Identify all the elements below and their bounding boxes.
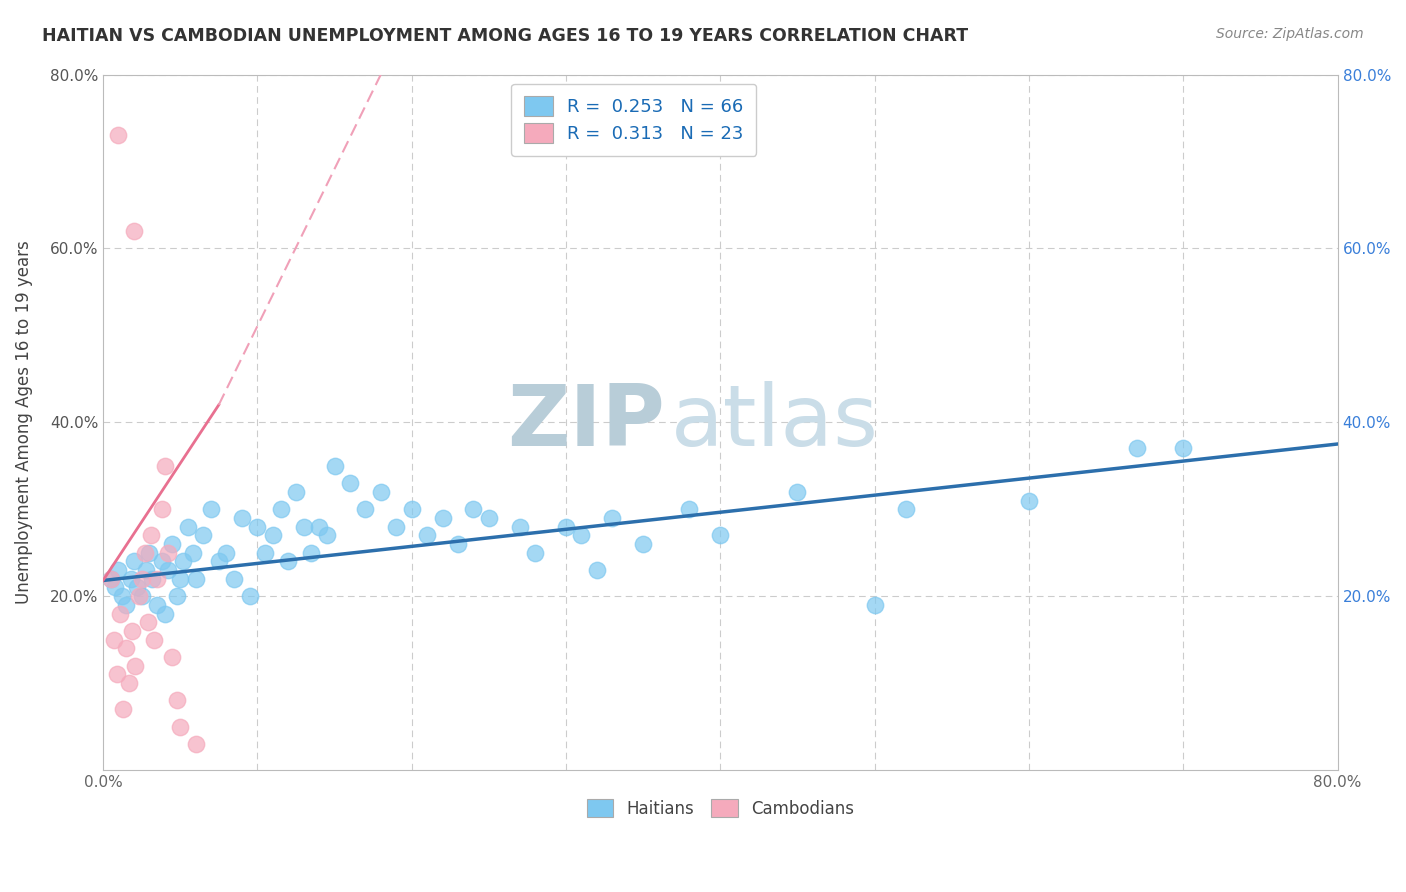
Point <box>631 537 654 551</box>
Point <box>224 572 246 586</box>
Point <box>122 554 145 568</box>
Point <box>104 581 127 595</box>
Point <box>172 554 194 568</box>
Point <box>128 589 150 603</box>
Point <box>894 502 917 516</box>
Point <box>177 519 200 533</box>
Point <box>136 615 159 630</box>
Point <box>146 598 169 612</box>
Point <box>135 563 157 577</box>
Point <box>162 650 184 665</box>
Point <box>108 607 131 621</box>
Point <box>586 563 609 577</box>
Point <box>156 546 179 560</box>
Point <box>354 502 377 516</box>
Point <box>401 502 423 516</box>
Point <box>299 546 322 560</box>
Point <box>121 624 143 638</box>
Point <box>150 554 173 568</box>
Point <box>463 502 485 516</box>
Point <box>115 598 138 612</box>
Point <box>181 546 204 560</box>
Point <box>277 554 299 568</box>
Y-axis label: Unemployment Among Ages 16 to 19 years: Unemployment Among Ages 16 to 19 years <box>15 240 32 604</box>
Point <box>166 693 188 707</box>
Point <box>166 589 188 603</box>
Point <box>131 589 153 603</box>
Point <box>120 572 142 586</box>
Point <box>124 658 146 673</box>
Point <box>231 511 253 525</box>
Point <box>118 676 141 690</box>
Point <box>786 484 808 499</box>
Point <box>709 528 731 542</box>
Point <box>678 502 700 516</box>
Point <box>169 719 191 733</box>
Point <box>339 476 361 491</box>
Point <box>571 528 593 542</box>
Point <box>478 511 501 525</box>
Point <box>308 519 330 533</box>
Point <box>323 458 346 473</box>
Point <box>239 589 262 603</box>
Point <box>138 546 160 560</box>
Legend: Haitians, Cambodians: Haitians, Cambodians <box>579 792 860 824</box>
Point <box>131 572 153 586</box>
Point <box>1126 442 1149 456</box>
Point <box>100 572 122 586</box>
Point <box>208 554 231 568</box>
Point <box>1018 493 1040 508</box>
Point <box>134 546 156 560</box>
Point <box>169 572 191 586</box>
Point <box>184 737 207 751</box>
Point <box>153 607 176 621</box>
Point <box>146 572 169 586</box>
Point <box>246 519 269 533</box>
Point <box>200 502 222 516</box>
Text: Source: ZipAtlas.com: Source: ZipAtlas.com <box>1216 27 1364 41</box>
Point <box>524 546 547 560</box>
Point <box>262 528 284 542</box>
Point <box>292 519 315 533</box>
Point <box>162 537 184 551</box>
Point <box>555 519 578 533</box>
Point <box>416 528 439 542</box>
Point <box>107 563 129 577</box>
Point <box>100 572 122 586</box>
Point <box>110 589 132 603</box>
Point <box>284 484 307 499</box>
Point <box>150 502 173 516</box>
Point <box>509 519 531 533</box>
Point <box>370 484 392 499</box>
Point <box>112 702 135 716</box>
Point <box>125 581 148 595</box>
Point <box>107 128 129 143</box>
Point <box>122 224 145 238</box>
Point <box>254 546 277 560</box>
Point <box>432 511 454 525</box>
Point <box>600 511 623 525</box>
Point <box>863 598 886 612</box>
Point <box>103 632 125 647</box>
Point <box>139 528 162 542</box>
Point <box>315 528 337 542</box>
Text: HAITIAN VS CAMBODIAN UNEMPLOYMENT AMONG AGES 16 TO 19 YEARS CORRELATION CHART: HAITIAN VS CAMBODIAN UNEMPLOYMENT AMONG … <box>42 27 969 45</box>
Point <box>142 632 165 647</box>
Point <box>115 641 138 656</box>
Point <box>193 528 215 542</box>
Point <box>141 572 163 586</box>
Point <box>105 667 128 681</box>
Point <box>1173 442 1195 456</box>
Text: atlas: atlas <box>671 381 879 464</box>
Point <box>153 458 176 473</box>
Point <box>447 537 470 551</box>
Point <box>156 563 179 577</box>
Point <box>215 546 238 560</box>
Point <box>270 502 292 516</box>
Text: ZIP: ZIP <box>508 381 665 464</box>
Point <box>184 572 207 586</box>
Point <box>385 519 408 533</box>
